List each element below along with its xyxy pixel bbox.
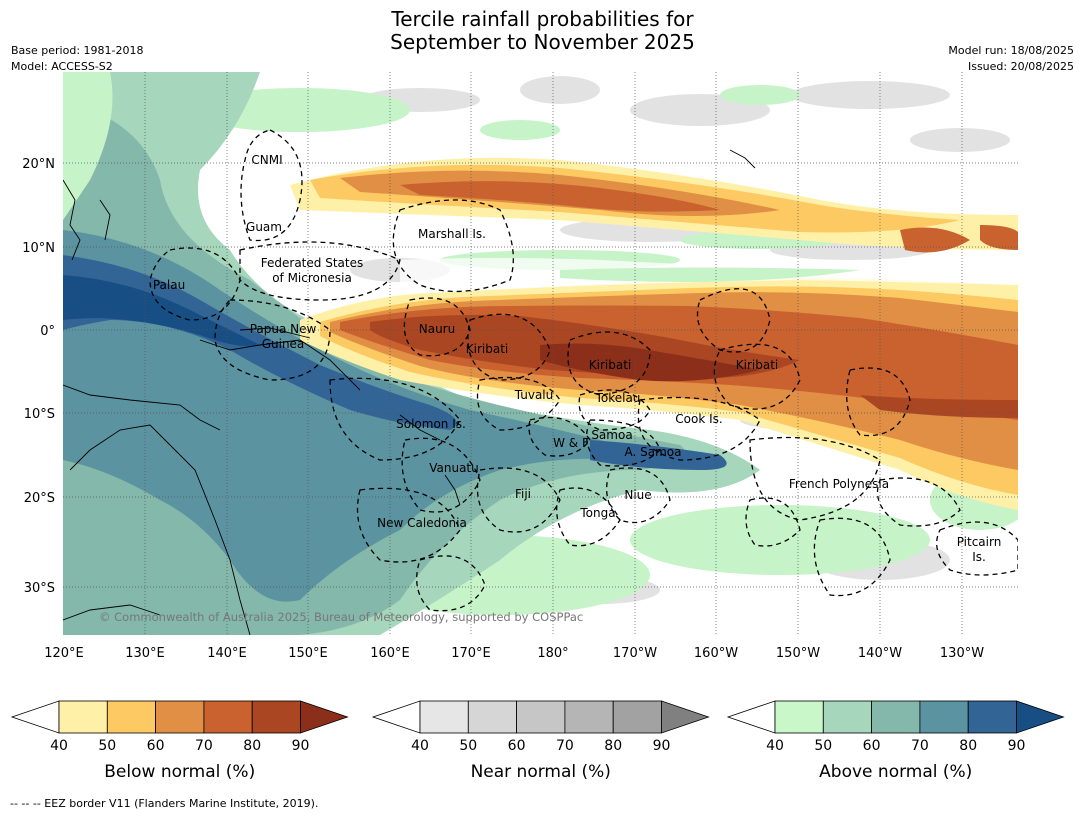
lon-label: 170°W <box>613 646 657 661</box>
lat-label: 20°S <box>24 491 55 506</box>
title-line-1: Tercile rainfall probabilities for <box>391 7 694 31</box>
lat-label: 0° <box>40 324 55 339</box>
lon-label: 150°E <box>288 646 328 661</box>
colorbar-tick-label: 50 <box>98 738 116 754</box>
region-label: Kiribati <box>466 342 508 356</box>
issued-date: Issued: 20/08/2025 <box>967 60 1074 73</box>
eez-footnote: -- -- -- EEZ border V11 (Flanders Marine… <box>10 797 319 810</box>
region-label: CNMI <box>251 153 282 167</box>
lon-label: 170°E <box>451 646 491 661</box>
colorbar-segment <box>564 700 614 734</box>
colorbar-tick-label: 90 <box>653 738 671 754</box>
region-label: Cook Is. <box>675 412 722 426</box>
colorbar-tick-label: 80 <box>604 738 622 754</box>
colorbar-tick-label: 70 <box>195 738 213 754</box>
colorbar-tick-label: 40 <box>50 738 68 754</box>
colorbars: 40 50 60 70 80 90 Below normal (%) 40 50 60 70 80 90… <box>10 700 1065 782</box>
title-line-2: September to November 2025 <box>390 30 695 54</box>
region-label: Federated States <box>261 256 363 270</box>
colorbar-tick-label: 70 <box>556 738 574 754</box>
region-label: French Polynesia <box>789 477 889 491</box>
colorbar-segment <box>106 700 157 734</box>
colorbar-under-triangle <box>726 700 776 734</box>
region-label: W & F <box>553 436 589 450</box>
region-label: Tonga <box>579 506 615 520</box>
colorbar-segment <box>419 700 469 734</box>
colorbar-segment <box>774 700 824 734</box>
model-name: Model: ACCESS-S2 <box>11 60 113 73</box>
colorbar-tick-label: 90 <box>1008 738 1026 754</box>
region-label: Nauru <box>419 322 455 336</box>
lon-label: 130°E <box>125 646 165 661</box>
colorbar-under-triangle <box>10 700 60 734</box>
lat-label: 10°S <box>24 407 55 422</box>
region-label: Vanuatu <box>429 461 479 475</box>
colorbar-over-triangle <box>661 700 710 734</box>
colorbar-segment <box>919 700 969 734</box>
colorbar-tick-label: 40 <box>766 738 784 754</box>
region-label: Samoa <box>591 428 632 442</box>
region-label: Is. <box>972 550 986 564</box>
colorbar-segment <box>58 700 108 734</box>
colorbar-tick-label: 80 <box>959 738 977 754</box>
colorbar-segment <box>612 700 662 734</box>
colorbar-tick-label: 70 <box>911 738 929 754</box>
base-period: Base period: 1981-2018 <box>11 44 144 57</box>
colorbar-over-triangle <box>300 700 349 734</box>
colorbar-segment <box>871 700 921 734</box>
region-label: New Caledonia <box>377 516 467 530</box>
region-label: of Micronesia <box>272 271 352 285</box>
lon-label: 140°W <box>858 646 902 661</box>
colorbar-under-triangle <box>371 700 421 734</box>
colorbar-tick-label: 40 <box>411 738 429 754</box>
lon-label: 150°W <box>776 646 820 661</box>
region-label: A. Samoa <box>625 445 682 459</box>
lon-label: 180° <box>537 646 568 661</box>
colorbar-tick-label: 60 <box>147 738 165 754</box>
region-label: Papua New <box>250 322 317 336</box>
colorbar-segment <box>251 700 301 734</box>
region-label: Palau <box>153 278 185 292</box>
colorbar-tick-label: 60 <box>508 738 526 754</box>
colorbar-segment <box>467 700 517 734</box>
colorbar-tick-label: 80 <box>243 738 261 754</box>
lon-label: 160°E <box>370 646 410 661</box>
colorbar-segment <box>155 700 205 734</box>
lon-label: 130°W <box>940 646 984 661</box>
region-label: Niue <box>624 488 651 502</box>
lat-label: 10°N <box>22 241 55 256</box>
lat-label: 30°S <box>24 581 55 596</box>
region-label: Fiji <box>515 487 531 501</box>
lon-label: 140°E <box>207 646 247 661</box>
lon-label: 160°W <box>694 646 738 661</box>
region-label: Pitcairn <box>957 535 1002 549</box>
colorbar-segment <box>203 700 253 734</box>
lat-label: 20°N <box>22 157 55 172</box>
colorbar-title: Near normal (%) <box>471 762 611 782</box>
colorbar-over-triangle <box>1016 700 1065 734</box>
colorbar-tick-label: 90 <box>292 738 310 754</box>
colorbar-tick-label: 60 <box>863 738 881 754</box>
colorbar-segment <box>967 700 1017 734</box>
colorbar-segment <box>822 700 872 734</box>
colorbar-title: Above normal (%) <box>819 762 972 782</box>
colorbar-segment <box>516 700 566 734</box>
region-label: Marshall Is. <box>418 227 486 241</box>
region-label: Solomon Is. <box>396 417 466 431</box>
colorbar-title: Below normal (%) <box>104 762 255 782</box>
region-label: Tuvalu <box>514 388 554 402</box>
map-field: CNMI Guam Marshall Is. Federated States … <box>63 72 1018 635</box>
colorbar-tick-label: 50 <box>459 738 477 754</box>
model-run: Model run: 18/08/2025 <box>948 44 1074 57</box>
colorbar-tick-label: 50 <box>814 738 832 754</box>
copyright-text: © Commonwealth of Australia 2025, Bureau… <box>99 610 583 624</box>
region-label: Kiribati <box>589 358 631 372</box>
region-label: Kiribati <box>736 358 778 372</box>
region-label: Guam <box>246 220 282 234</box>
lon-label: 120°E <box>44 646 84 661</box>
region-label: Guinea <box>262 337 305 351</box>
region-label: Tokelau <box>595 391 641 405</box>
